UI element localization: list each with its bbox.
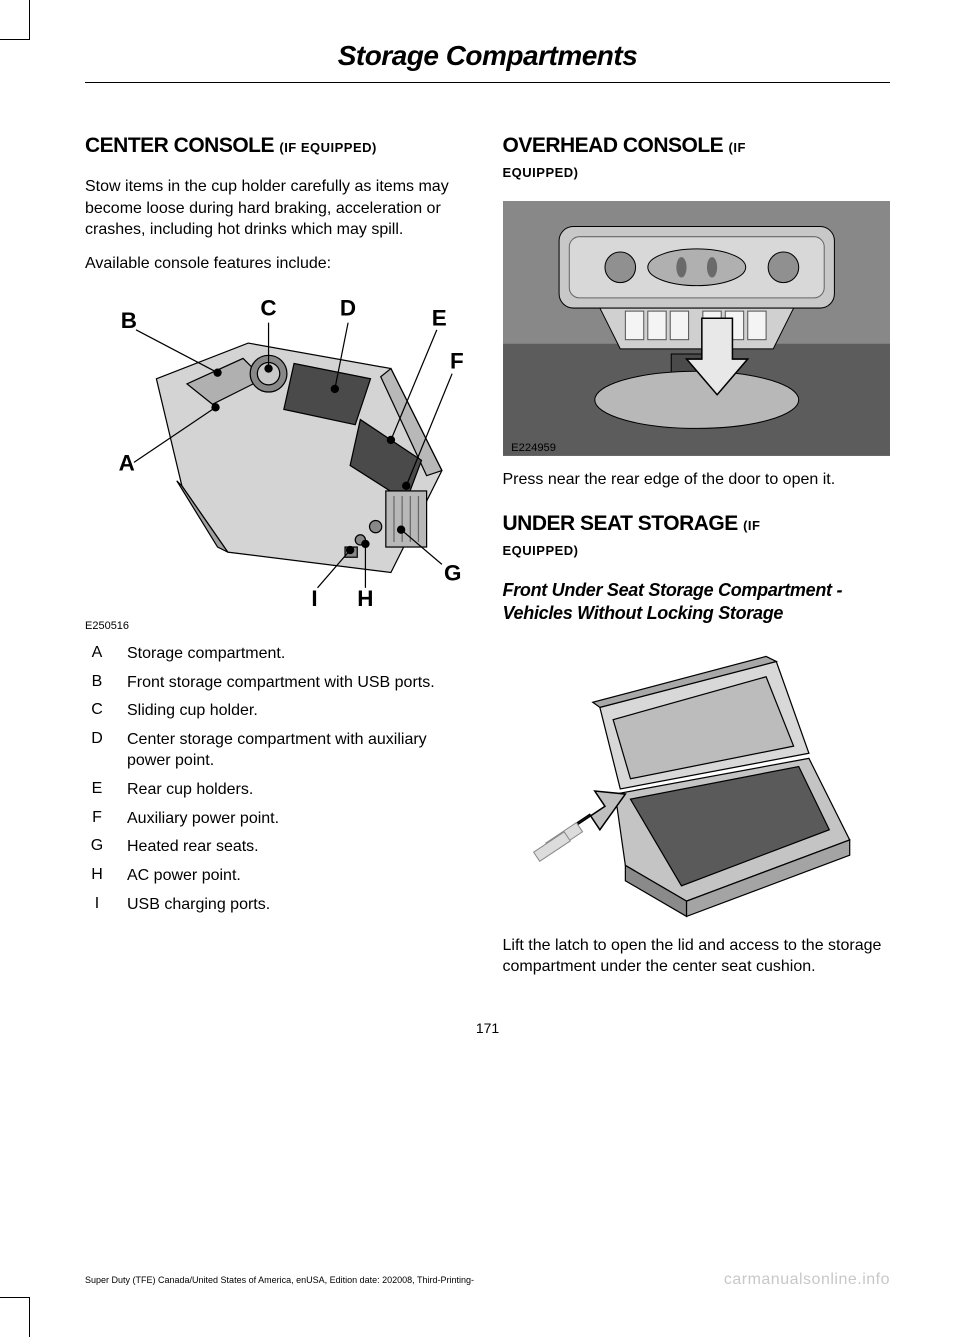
legend-text: Heated rear seats. bbox=[127, 837, 259, 858]
legend-row: E Rear cup holders. bbox=[85, 780, 473, 801]
legend-row: I USB charging ports. bbox=[85, 895, 473, 916]
legend-text: Rear cup holders. bbox=[127, 780, 253, 801]
crop-mark-top-left bbox=[0, 0, 30, 40]
overhead-console-text: Press near the rear edge of the door to … bbox=[503, 469, 891, 491]
legend-row: A Storage compartment. bbox=[85, 644, 473, 665]
front-under-seat-subheading: Front Under Seat Storage Compartment - V… bbox=[503, 579, 891, 624]
legend-text: Auxiliary power point. bbox=[127, 809, 279, 830]
legend-row: D Center storage compartment with auxilia… bbox=[85, 730, 473, 772]
center-console-legend: A Storage compartment. B Front storage com… bbox=[85, 644, 473, 916]
legend-row: B Front storage compartment with USB port… bbox=[85, 673, 473, 694]
chapter-title: Storage Compartments bbox=[85, 40, 890, 83]
center-console-figure: A B C D E F G H I E250516 bbox=[85, 287, 473, 632]
callout-A: A bbox=[119, 450, 135, 475]
crop-mark-bottom-left bbox=[0, 1297, 30, 1337]
callout-B: B bbox=[121, 307, 137, 332]
callout-G: G bbox=[444, 560, 461, 585]
figure-id: E250516 bbox=[85, 620, 473, 632]
under-seat-text: Lift the latch to open the lid and acces… bbox=[503, 935, 891, 978]
legend-text: Front storage compartment with USB ports… bbox=[127, 673, 435, 694]
legend-key: F bbox=[85, 809, 109, 827]
center-console-warning: Stow items in the cup holder carefully a… bbox=[85, 176, 473, 241]
under-seat-figure bbox=[503, 636, 891, 927]
footer-watermark: carmanualsonline.info bbox=[724, 1271, 890, 1289]
page-number: 171 bbox=[85, 1020, 890, 1036]
legend-text: AC power point. bbox=[127, 866, 241, 887]
legend-key: G bbox=[85, 837, 109, 855]
callout-E: E bbox=[432, 305, 447, 330]
legend-text: Sliding cup holder. bbox=[127, 701, 258, 722]
legend-row: H AC power point. bbox=[85, 866, 473, 887]
under-seat-storage-heading: UNDER SEAT STORAGE (IF EQUIPPED) bbox=[503, 511, 891, 561]
callout-I: I bbox=[311, 586, 317, 611]
under-seat-diagram bbox=[503, 636, 891, 922]
legend-key: D bbox=[85, 730, 109, 748]
center-console-heading: CENTER CONSOLE (IF EQUIPPED) bbox=[85, 133, 473, 158]
callout-H: H bbox=[357, 586, 373, 611]
callout-D: D bbox=[340, 295, 356, 320]
callout-F: F bbox=[450, 348, 464, 373]
legend-text: USB charging ports. bbox=[127, 895, 270, 916]
left-column: CENTER CONSOLE (IF EQUIPPED) Stow items … bbox=[85, 133, 473, 990]
center-console-diagram: A B C D E F G H I bbox=[85, 287, 473, 613]
footer-edition: Super Duty (TFE) Canada/United States of… bbox=[85, 1275, 474, 1285]
legend-row: G Heated rear seats. bbox=[85, 837, 473, 858]
two-column-layout: CENTER CONSOLE (IF EQUIPPED) Stow items … bbox=[85, 133, 890, 990]
legend-row: C Sliding cup holder. bbox=[85, 701, 473, 722]
heading-qualifier: (IF EQUIPPED) bbox=[279, 140, 377, 155]
heading-main: OVERHEAD CONSOLE bbox=[503, 134, 729, 157]
legend-key: E bbox=[85, 780, 109, 798]
right-column: OVERHEAD CONSOLE (IF EQUIPPED) bbox=[503, 133, 891, 990]
heading-qualifier-line2: EQUIPPED) bbox=[503, 543, 579, 558]
legend-key: C bbox=[85, 701, 109, 719]
legend-key: H bbox=[85, 866, 109, 884]
legend-row: F Auxiliary power point. bbox=[85, 809, 473, 830]
legend-text: Center storage compartment with auxiliar… bbox=[127, 730, 473, 772]
overhead-console-heading: OVERHEAD CONSOLE (IF EQUIPPED) bbox=[503, 133, 891, 183]
center-console-intro: Available console features include: bbox=[85, 253, 473, 275]
overhead-console-figure: E224959 bbox=[503, 201, 891, 461]
heading-qualifier: (IF bbox=[743, 518, 760, 533]
manual-page: Storage Compartments CENTER CONSOLE (IF … bbox=[0, 0, 960, 1337]
legend-key: B bbox=[85, 673, 109, 691]
legend-key: I bbox=[85, 895, 109, 913]
heading-main: CENTER CONSOLE bbox=[85, 134, 279, 157]
heading-qualifier: (IF bbox=[729, 140, 746, 155]
callout-C: C bbox=[260, 295, 276, 320]
heading-main: UNDER SEAT STORAGE bbox=[503, 512, 744, 535]
legend-key: A bbox=[85, 644, 109, 662]
overhead-console-diagram: E224959 bbox=[503, 201, 891, 456]
heading-qualifier-line2: EQUIPPED) bbox=[503, 165, 579, 180]
legend-text: Storage compartment. bbox=[127, 644, 285, 665]
figure-id: E224959 bbox=[511, 442, 556, 454]
